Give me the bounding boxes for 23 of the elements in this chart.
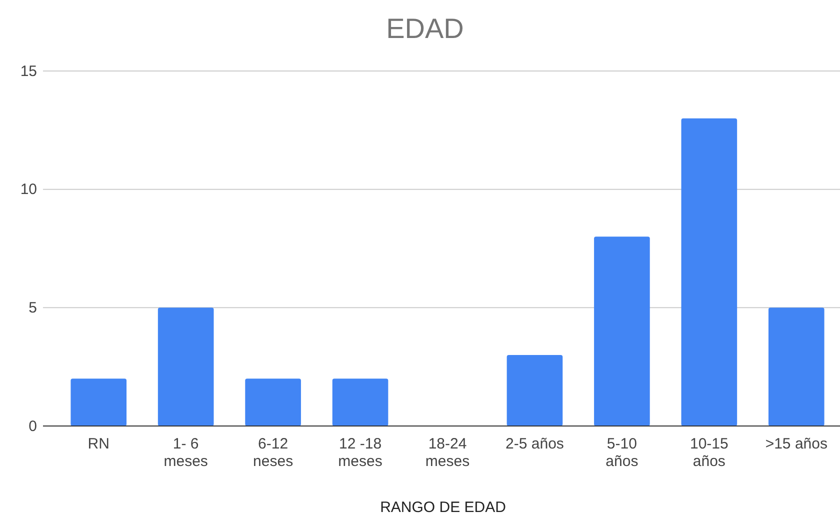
- x-tick-label: >15 años: [765, 436, 828, 453]
- x-tick-label: 2-5 años: [506, 436, 564, 453]
- x-axis-title: RANGO DE EDAD: [380, 499, 506, 516]
- y-tick-label: 15: [20, 62, 37, 80]
- y-tick-label: 10: [20, 181, 37, 198]
- bar: [506, 355, 563, 426]
- bar: [594, 236, 650, 426]
- x-tick-label: 6-12 neses: [253, 436, 294, 470]
- x-tick-label: RN: [88, 436, 110, 453]
- chart-title: EDAD: [386, 13, 464, 44]
- bar: [768, 308, 824, 426]
- bar: [158, 308, 214, 426]
- y-tick-label: 5: [28, 299, 37, 316]
- bar: [245, 378, 301, 426]
- bar: [70, 378, 127, 426]
- x-tick-label: 1- 6 meses: [164, 436, 208, 470]
- x-tick-label: 5-10 años: [606, 436, 638, 470]
- x-tick-label: 10-15 años: [690, 436, 728, 470]
- x-tick-label: 18-24 meses: [425, 436, 470, 470]
- bar: [681, 118, 738, 426]
- y-tick-label: 0: [28, 418, 37, 435]
- bar: [332, 378, 388, 426]
- x-tick-label: 12 -18 meses: [338, 436, 382, 470]
